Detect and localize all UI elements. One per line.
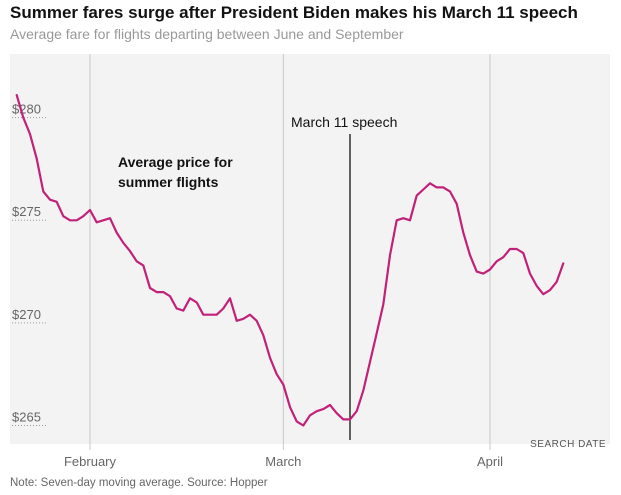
series-label-line: Average price for: [118, 154, 233, 170]
line-chart: $265 $270 $275 $280 February March April Marc…: [10, 54, 610, 469]
plot-background: [10, 54, 610, 444]
series-line: [15, 93, 565, 427]
series-layer: [15, 93, 565, 427]
chart-title: Summer fares surge after President Biden…: [10, 3, 578, 22]
x-tick-label: February: [64, 454, 117, 469]
source-note: Note: Seven-day moving average. Source: …: [10, 477, 268, 489]
annotation-labels: Average price for summer flights: [118, 154, 233, 190]
gridlines: [89, 54, 491, 444]
event-label: March 11 speech: [291, 114, 397, 130]
event-annotation: March 11 speech: [291, 114, 397, 440]
x-axis-title: SEARCH DATE: [530, 439, 606, 450]
series-label-line: summer flights: [118, 174, 219, 190]
x-tick-label: April: [477, 454, 503, 469]
y-tick-label: $265: [12, 409, 41, 424]
x-tick-label: March: [265, 454, 301, 469]
x-axis-ticks: February March April: [64, 444, 503, 469]
y-tick-label: $275: [12, 204, 41, 219]
y-tick-label: $270: [12, 307, 41, 322]
y-tick-label: $280: [12, 102, 41, 117]
chart-subtitle: Average fare for flights departing betwe…: [10, 26, 404, 42]
